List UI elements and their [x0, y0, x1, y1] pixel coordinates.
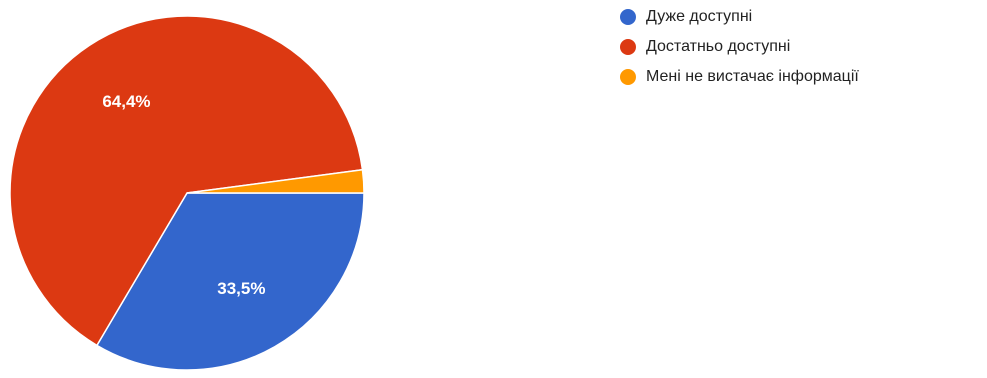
chart-legend: Дуже доступні Достатньо доступні Мені не… — [620, 6, 859, 96]
legend-swatch — [620, 39, 636, 55]
pie-slices — [9, 15, 365, 371]
legend-swatch — [620, 69, 636, 85]
pie-slice — [186, 168, 365, 194]
legend-label: Достатньо доступні — [646, 38, 791, 55]
legend-label: Мені не вистачає інформації — [646, 68, 859, 85]
legend-swatch — [620, 9, 636, 25]
legend-label: Дуже доступні — [646, 8, 753, 25]
legend-item: Мені не вистачає інформації — [620, 66, 859, 88]
legend-item: Дуже доступні — [620, 6, 859, 28]
pie-slice — [9, 15, 364, 347]
slice-value-label: 64,4% — [102, 92, 150, 111]
pie-slice — [95, 192, 365, 371]
legend-item: Достатньо доступні — [620, 36, 859, 58]
slice-value-label: 33,5% — [217, 279, 265, 298]
pie-slice-labels: 33,5% 64,4% — [102, 92, 265, 298]
